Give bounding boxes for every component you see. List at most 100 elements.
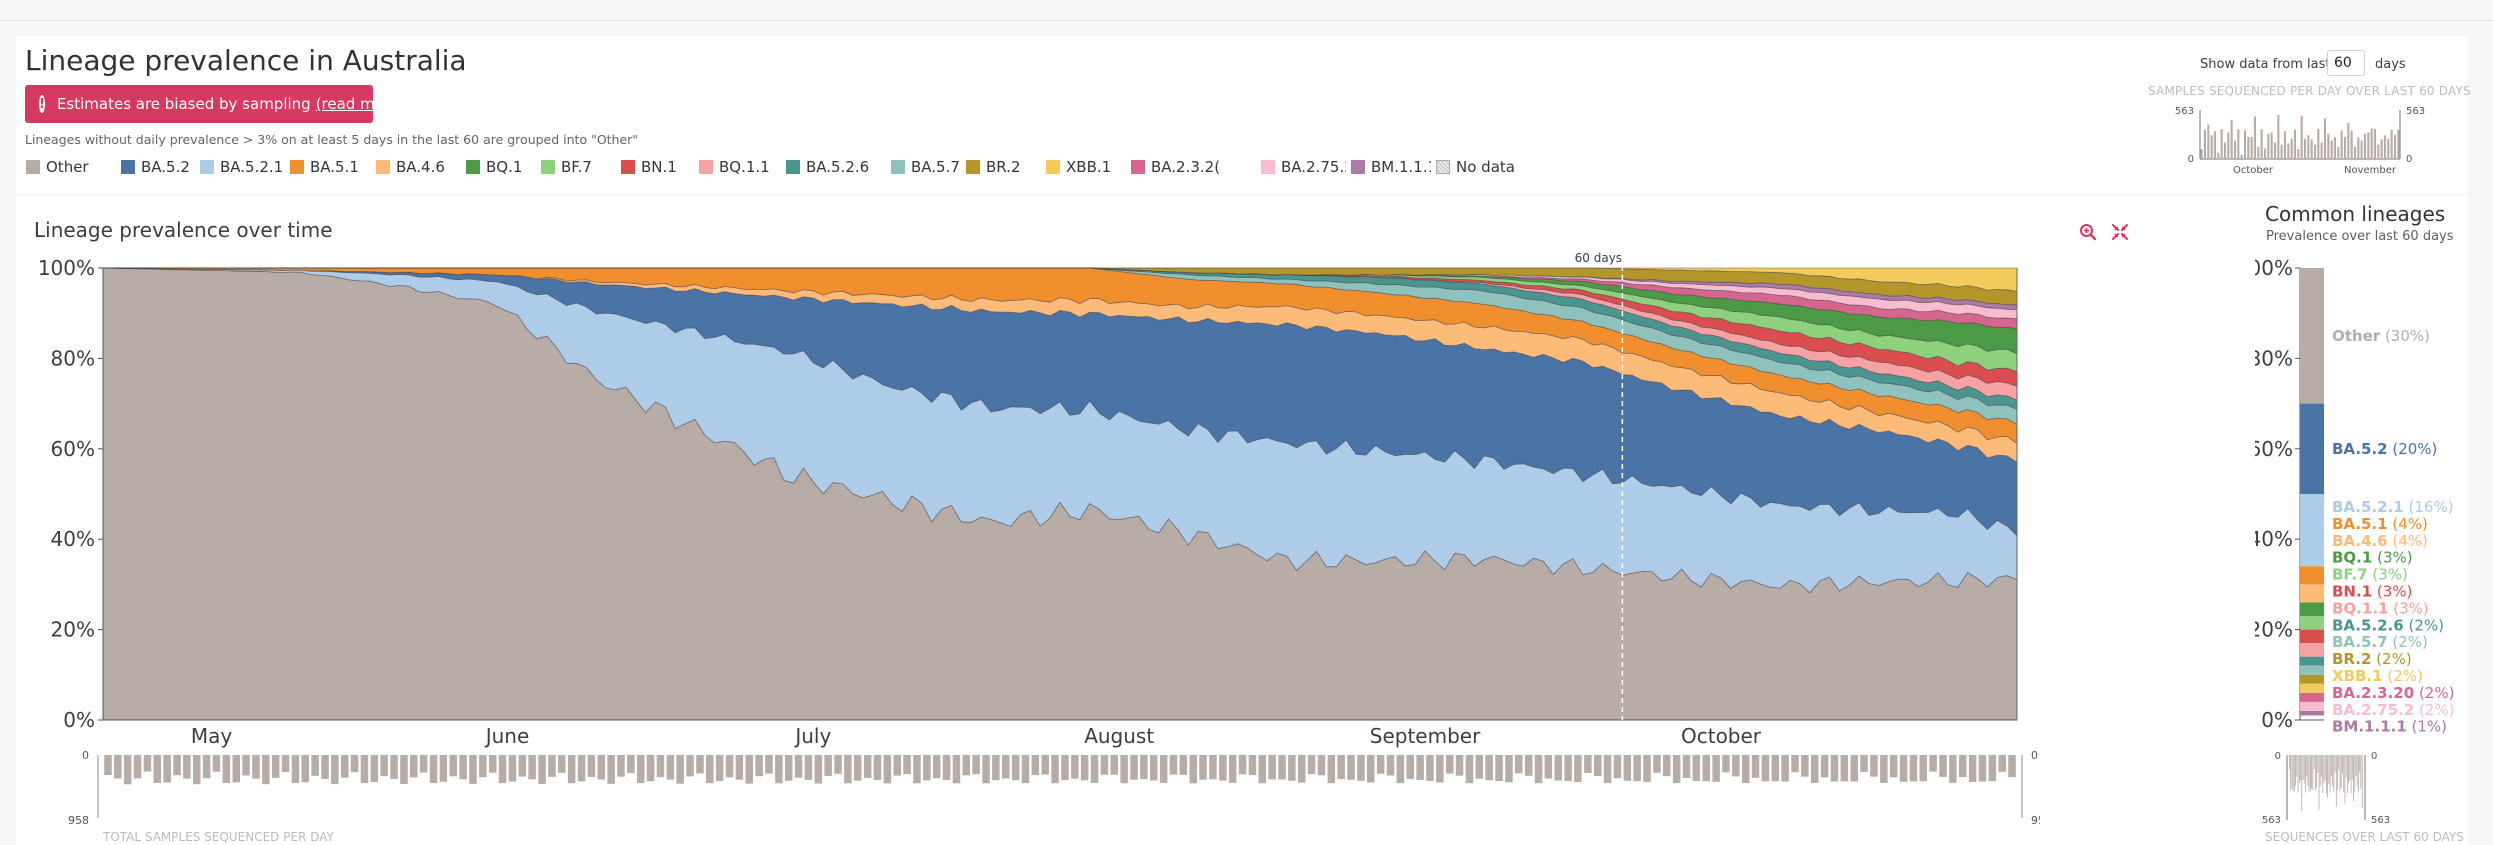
- seq-bar: [2343, 755, 2345, 792]
- reset-zoom-icon[interactable]: [2111, 223, 2129, 241]
- daily-sample-bar: [676, 755, 684, 784]
- seq-bar: [2322, 755, 2324, 793]
- lineage-legend: Other BA.5.2 BA.5.2.1 BA.5.1 BA.4.6 BQ.1 BF.7 B…: [26, 157, 1626, 177]
- seq-bar: [2292, 755, 2294, 791]
- legend-item-ba-5-7[interactable]: BA.5.7: [891, 157, 960, 177]
- daily-sample-bar: [656, 755, 665, 778]
- common-label-bq-1: BQ.1 (3%): [2332, 549, 2413, 567]
- legend-item-bn-1[interactable]: BN.1: [621, 157, 677, 177]
- daily-sample-bar: [459, 755, 467, 780]
- seq-bar: [2300, 755, 2301, 780]
- header-panel: [16, 36, 2468, 193]
- legend-item-ba-5-2-6[interactable]: BA.5.2.6: [786, 157, 869, 177]
- legend-item-bf-7[interactable]: BF.7: [541, 157, 592, 177]
- zoom-in-icon[interactable]: [2079, 223, 2097, 241]
- daily-sample-bar: [350, 755, 359, 773]
- legend-label: BF.7: [561, 158, 592, 176]
- daily-sample-bar: [1228, 755, 1237, 783]
- x-tick-label: October: [1681, 724, 1762, 748]
- sampling-bias-warning[interactable]: ! Estimates are biased by sampling (read…: [25, 85, 405, 123]
- chart-title: Lineage prevalence over time: [34, 218, 333, 242]
- common-label-name: BM.1.1.1: [2332, 718, 2407, 736]
- spark-bar: [2227, 132, 2230, 159]
- daily-sample-bar: [1100, 755, 1109, 775]
- daily-sample-bar: [498, 755, 507, 784]
- legend-swatch: [1261, 160, 1275, 174]
- daily-sample-bar: [1416, 755, 1424, 780]
- seq-bar: [2297, 755, 2299, 793]
- spark-bar: [2263, 148, 2266, 159]
- legend-label: BQ.1.1: [719, 158, 770, 176]
- daily-sample-bar: [844, 755, 852, 784]
- daily-sample-bar: [775, 755, 783, 784]
- daily-sample-bar: [123, 755, 132, 785]
- common-label-pct: (4%): [2388, 515, 2428, 533]
- daily-sample-bar: [814, 755, 823, 784]
- spark-bar: [2233, 140, 2236, 159]
- legend-item-ba-5-2-1[interactable]: BA.5.2.1: [200, 157, 283, 177]
- daily-sample-bar: [538, 755, 546, 784]
- spark-bar: [2387, 138, 2390, 159]
- spark-bar: [2273, 142, 2276, 159]
- legend-item-bq-1[interactable]: BQ.1: [466, 157, 522, 177]
- days-input[interactable]: [2327, 50, 2365, 76]
- grouping-note: Lineages without daily prevalence > 3% o…: [25, 132, 639, 147]
- daily-sample-bar: [1386, 755, 1395, 776]
- legend-item-ba-2-3-2[interactable]: BA.2.3.2(: [1131, 157, 1220, 177]
- daily-sample-bar: [834, 755, 842, 774]
- daily-sample-bar: [232, 755, 240, 783]
- spark-bar: [2307, 135, 2310, 159]
- legend-item-ba-5-1[interactable]: BA.5.1: [290, 157, 359, 177]
- daily-sample-bar: [1515, 755, 1523, 774]
- daily-sample-bar: [1465, 755, 1474, 784]
- legend-item-xbb-1[interactable]: XBB.1: [1046, 157, 1111, 177]
- seq-bar: [2356, 755, 2358, 787]
- seq-bar: [2324, 755, 2326, 781]
- seq-bar: [2317, 755, 2319, 773]
- warning-text: Estimates are biased by sampling: [56, 95, 311, 113]
- spark-bar: [2210, 135, 2213, 159]
- daily-sample-bar: [696, 755, 704, 774]
- daily-sample-bar: [242, 755, 250, 776]
- top-divider: [0, 20, 2493, 21]
- daily-sample-bar: [1327, 755, 1336, 784]
- spark-bar: [2290, 138, 2293, 159]
- common-label-name: BQ.1.1: [2332, 599, 2388, 617]
- daily-sample-bar: [321, 755, 329, 779]
- read-more-link[interactable]: (read more): [315, 95, 405, 113]
- common-label-bm-1-1-1: BM.1.1.1 (1%): [2332, 718, 2447, 736]
- legend-item-bm-1-1-1[interactable]: BM.1.1.1: [1351, 157, 1431, 177]
- common-label-ba-2-3-20: BA.2.3.20 (2%): [2332, 684, 2454, 702]
- common-y-tick-label: 40%: [2255, 527, 2293, 551]
- legend-item-no-data[interactable]: No data: [1436, 157, 1515, 177]
- spark-bar: [2393, 135, 2396, 159]
- daily-sample-bar: [1820, 755, 1829, 778]
- daily-sample-bar: [1337, 755, 1345, 780]
- daily-sample-bar: [1455, 755, 1464, 776]
- legend-item-ba-4-6[interactable]: BA.4.6: [376, 157, 445, 177]
- daily-sample-bar: [617, 755, 625, 777]
- legend-item-ba-2-75-2[interactable]: BA.2.75.2: [1261, 157, 1346, 177]
- seq-bar: [2334, 755, 2336, 773]
- spark-bar: [2357, 137, 2360, 159]
- legend-label: No data: [1456, 158, 1515, 176]
- legend-label: BR.2: [986, 158, 1021, 176]
- legend-item-br-2[interactable]: BR.2: [966, 157, 1021, 177]
- daily-sample-bar: [262, 755, 270, 785]
- spark-bar: [2203, 129, 2206, 159]
- common-label-br-2: BR.2 (2%): [2332, 650, 2412, 668]
- daily-sample-bar: [439, 755, 448, 782]
- legend-item-ba-5-2[interactable]: BA.5.2: [121, 157, 190, 177]
- legend-item-bq-1-1[interactable]: BQ.1.1: [699, 157, 770, 177]
- daily-sample-bar: [104, 755, 112, 775]
- spark-bar: [2363, 133, 2366, 159]
- legend-item-other[interactable]: Other: [26, 157, 89, 177]
- seq-bar: [2295, 755, 2297, 786]
- seq-bar: [2308, 755, 2310, 792]
- common-label-ba-5-2: BA.5.2 (20%): [2332, 440, 2437, 458]
- seq-bar: [2310, 755, 2311, 791]
- daily-sample-bar: [1159, 755, 1168, 783]
- daily-sample-bar: [607, 755, 615, 784]
- legend-label: BA.5.2.1: [220, 158, 284, 176]
- daily-sample-bar: [804, 755, 813, 780]
